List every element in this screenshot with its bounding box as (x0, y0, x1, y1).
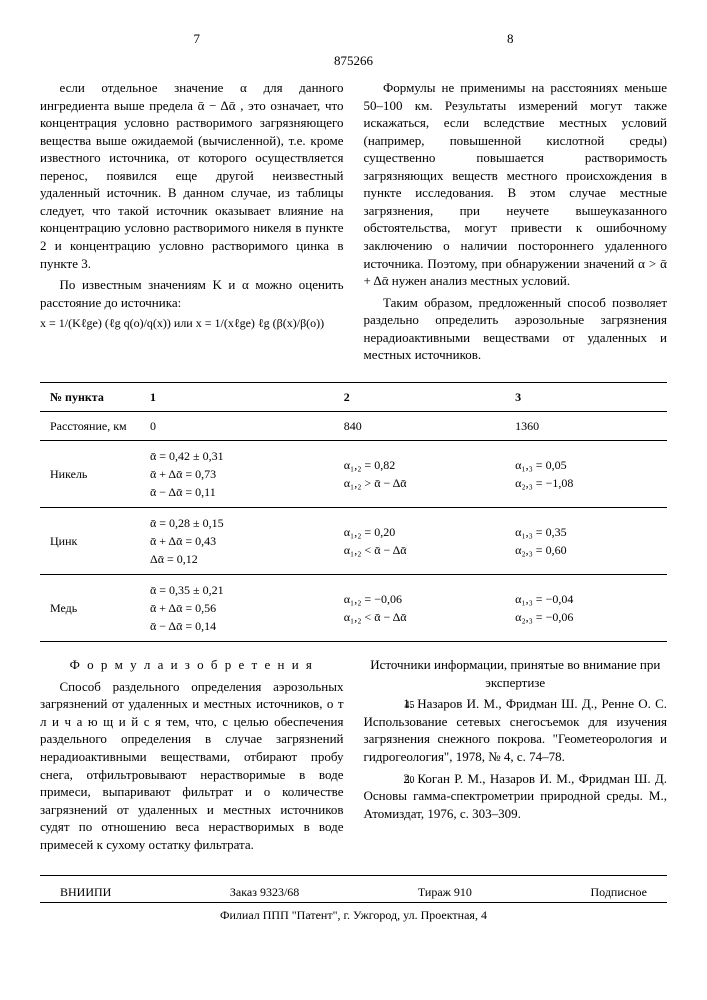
patent-number: 875266 (40, 52, 667, 70)
refs-title: Источники информации, принятые во вниман… (364, 656, 668, 691)
cell: α₁,₃ = −0,04α₂,₃ = −0,06 (505, 575, 667, 642)
ref-2: 50 2. Коган Р. М., Назаров И. М., Фридма… (364, 770, 668, 823)
table-row: Никель ᾱ = 0,42 ± 0,31ᾱ + Δᾱ = 0,73ᾱ − Δ… (40, 441, 667, 508)
cell: α₁,₂ = 0,82α₁,₂ > ᾱ − Δᾱ (334, 441, 505, 508)
distance-label: Расстояние, км (40, 412, 140, 441)
right-p1: Формулы не применимы на расстояниях мень… (364, 79, 668, 290)
footer-order: Заказ 9323/68 (230, 884, 299, 900)
col-header-3: 3 (505, 382, 667, 411)
cell: ᾱ = 0,35 ± 0,21ᾱ + Δᾱ = 0,56ᾱ − Δᾱ = 0,1… (140, 575, 334, 642)
left-p2: По известным значениям K и α можно оцени… (40, 276, 344, 311)
cell: α₁,₃ = 0,05α₂,₃ = −1,08 (505, 441, 667, 508)
refs-column: Источники информации, принятые во вниман… (364, 656, 668, 857)
distance-2: 840 (334, 412, 505, 441)
upper-columns: если отдельное значение α для данного ин… (40, 79, 667, 368)
lower-columns: Ф о р м у л а и з о б р е т е н и я Спос… (40, 656, 667, 857)
table-row: Цинк ᾱ = 0,28 ± 0,15ᾱ + Δᾱ = 0,43Δᾱ = 0,… (40, 508, 667, 575)
footer-address: Филиал ППП "Патент", г. Ужгород, ул. Про… (40, 907, 667, 923)
row-name: Медь (40, 575, 140, 642)
right-column: Формулы не применимы на расстояниях мень… (364, 79, 668, 368)
cell: α₁,₃ = 0,35α₂,₃ = 0,60 (505, 508, 667, 575)
claims-text: Способ раздельного определения аэрозольн… (40, 678, 344, 853)
row-name: Цинк (40, 508, 140, 575)
footer-line-1: ВНИИПИ Заказ 9323/68 Тираж 910 Подписное (40, 882, 667, 903)
footer-tirazh: Тираж 910 (418, 884, 472, 900)
right-p2: Таким образом, предложенный способ позво… (364, 294, 668, 364)
cell: ᾱ = 0,42 ± 0,31ᾱ + Δᾱ = 0,73ᾱ − Δᾱ = 0,1… (140, 441, 334, 508)
footer: ВНИИПИ Заказ 9323/68 Тираж 910 Подписное… (40, 875, 667, 923)
data-table: № пункта 1 2 3 Расстояние, км 0 840 1360… (40, 382, 667, 642)
row-name: Никель (40, 441, 140, 508)
table-row: Медь ᾱ = 0,35 ± 0,21ᾱ + Δᾱ = 0,56ᾱ − Δᾱ … (40, 575, 667, 642)
cell: α₁,₂ = −0,06α₁,₂ < ᾱ − Δᾱ (334, 575, 505, 642)
page-number-right: 8 (507, 30, 514, 48)
footer-org: ВНИИПИ (60, 884, 111, 900)
left-p1: если отдельное значение α для данного ин… (40, 79, 344, 272)
page-number-left: 7 (194, 30, 201, 48)
page-number-row: 7 8 (40, 30, 667, 48)
col-header-1: 1 (140, 382, 334, 411)
cell: ᾱ = 0,28 ± 0,15ᾱ + Δᾱ = 0,43Δᾱ = 0,12 (140, 508, 334, 575)
col-header-2: 2 (334, 382, 505, 411)
claims-title: Ф о р м у л а и з о б р е т е н и я (40, 656, 344, 674)
formula: x = 1/(Kℓgе) (ℓg q(o)/q(x)) или x = 1/(x… (40, 315, 344, 331)
distance-3: 1360 (505, 412, 667, 441)
distance-row: Расстояние, км 0 840 1360 (40, 412, 667, 441)
footer-sub: Подписное (591, 884, 648, 900)
distance-1: 0 (140, 412, 334, 441)
claims-column: Ф о р м у л а и з о б р е т е н и я Спос… (40, 656, 344, 857)
left-column: если отдельное значение α для данного ин… (40, 79, 344, 368)
table-header-row: № пункта 1 2 3 (40, 382, 667, 411)
cell: α₁,₂ = 0,20α₁,₂ < ᾱ − Δᾱ (334, 508, 505, 575)
col-header-point: № пункта (40, 382, 140, 411)
ref-1: 45 1. Назаров И. М., Фридман Ш. Д., Ренн… (364, 695, 668, 765)
